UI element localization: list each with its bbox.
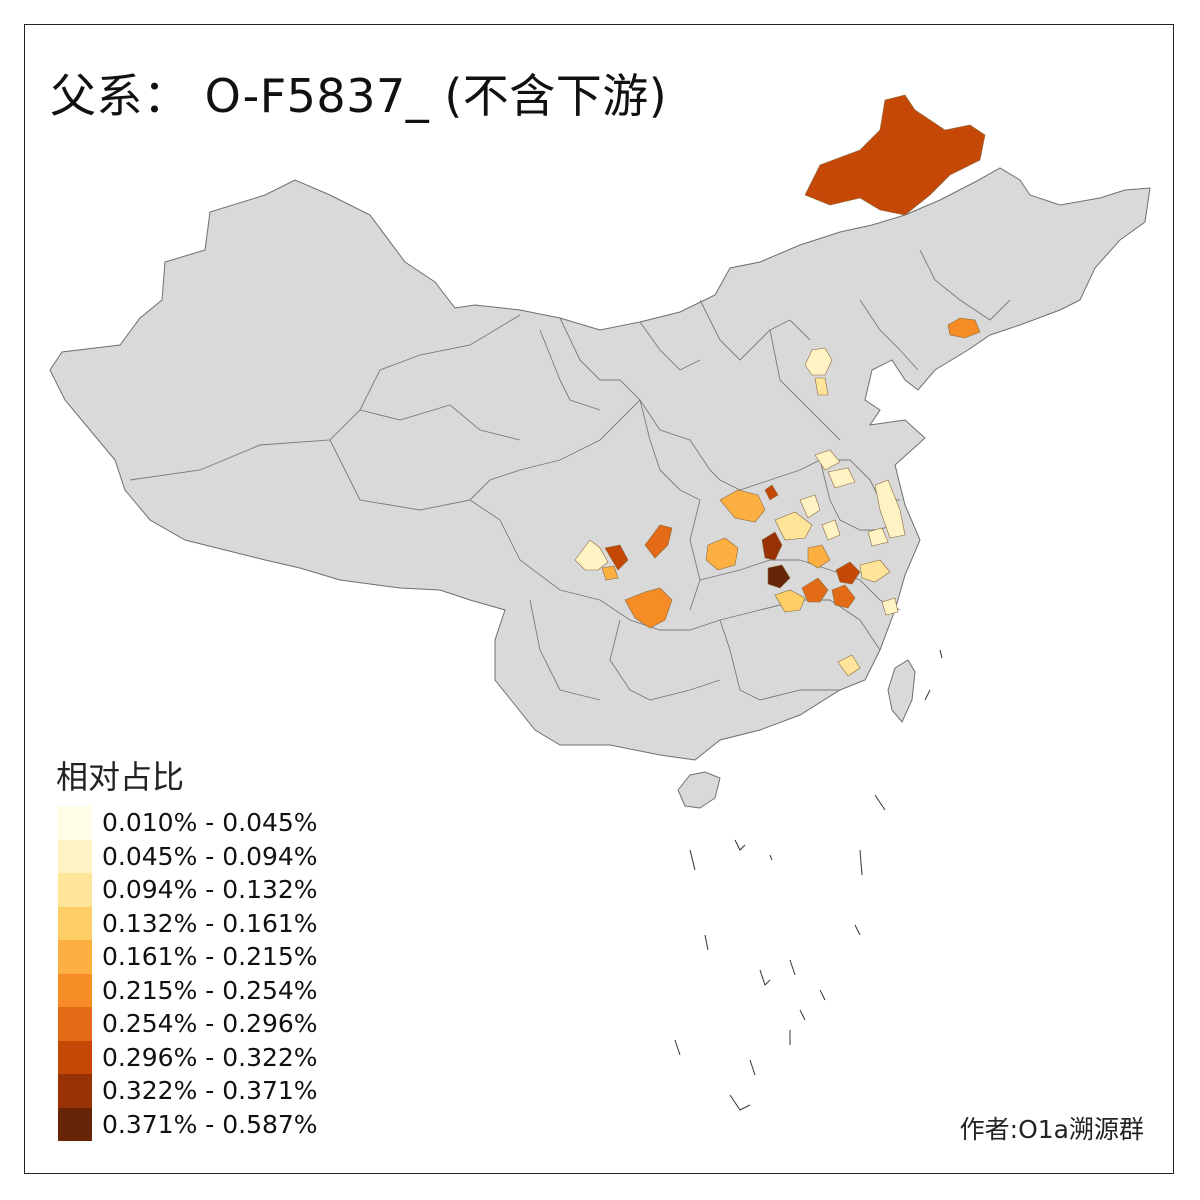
legend-swatch bbox=[58, 839, 92, 873]
legend-label: 0.161% - 0.215% bbox=[102, 942, 318, 971]
legend-swatch bbox=[58, 906, 92, 940]
region-henan-east bbox=[799, 494, 821, 519]
legend-label: 0.322% - 0.371% bbox=[102, 1076, 318, 1105]
region-henan-west bbox=[719, 489, 766, 523]
region-anhui-mid bbox=[867, 527, 889, 547]
south-sea-islands bbox=[674, 649, 943, 1111]
region-anhui-north bbox=[821, 519, 841, 541]
region-inner-mongolia-north bbox=[804, 94, 986, 216]
taiwan-island bbox=[887, 659, 916, 723]
region-beijing bbox=[804, 347, 833, 376]
region-henan-north bbox=[764, 484, 779, 501]
region-hubei-east bbox=[807, 544, 831, 569]
region-sichuan-south bbox=[624, 587, 673, 629]
region-hubei-mid bbox=[767, 564, 791, 589]
legend-swatch bbox=[58, 1074, 92, 1108]
legend-swatch bbox=[58, 873, 92, 907]
china-mainland bbox=[49, 167, 1151, 761]
legend-label: 0.010% - 0.045% bbox=[102, 808, 318, 837]
legend-label: 0.094% - 0.132% bbox=[102, 875, 318, 904]
legend-swatch bbox=[58, 1007, 92, 1041]
legend-swatch bbox=[58, 1040, 92, 1074]
region-jiangsu-east bbox=[874, 479, 906, 539]
region-shandong-mid bbox=[827, 467, 856, 489]
legend-label: 0.132% - 0.161% bbox=[102, 908, 318, 938]
region-hubei-west bbox=[761, 531, 783, 561]
region-fujian bbox=[837, 654, 861, 677]
legend-swatch bbox=[58, 806, 92, 840]
region-hunan-east bbox=[801, 577, 829, 603]
map-title: 父系： O-F5837_ (不含下游) bbox=[50, 69, 668, 123]
region-shaanxi-south bbox=[644, 524, 673, 559]
region-hunan-north bbox=[774, 589, 806, 613]
legend-swatch bbox=[58, 973, 92, 1007]
region-zhejiang bbox=[881, 597, 899, 616]
legend-label: 0.045% - 0.094% bbox=[102, 841, 318, 871]
region-henan-mid bbox=[774, 511, 813, 541]
legend-label: 0.296% - 0.322% bbox=[102, 1042, 318, 1072]
region-sichuan-north-b bbox=[604, 544, 629, 571]
legend-swatch bbox=[58, 1107, 92, 1141]
hainan-island bbox=[677, 771, 721, 809]
region-chongqing bbox=[705, 537, 739, 571]
region-jiangxi-mid bbox=[831, 584, 856, 609]
legend-swatch bbox=[58, 940, 92, 974]
shaded-regions bbox=[574, 94, 986, 677]
region-sichuan-north bbox=[574, 539, 609, 571]
author-credit: 作者:O1a溯源群 bbox=[959, 1115, 1144, 1144]
region-jiangxi-north bbox=[835, 561, 861, 585]
region-hebei-small bbox=[814, 377, 829, 396]
map-frame bbox=[24, 24, 1174, 1174]
legend-label: 0.371% - 0.587% bbox=[102, 1109, 318, 1139]
legend-label: 0.215% - 0.254% bbox=[102, 975, 318, 1005]
legend-label: 0.254% - 0.296% bbox=[102, 1009, 318, 1038]
region-anhui-south bbox=[859, 559, 891, 583]
region-liaoning bbox=[947, 317, 981, 339]
region-sichuan-c bbox=[601, 565, 619, 581]
region-shandong-west bbox=[814, 449, 841, 471]
legend-title: 相对占比 bbox=[56, 758, 185, 796]
